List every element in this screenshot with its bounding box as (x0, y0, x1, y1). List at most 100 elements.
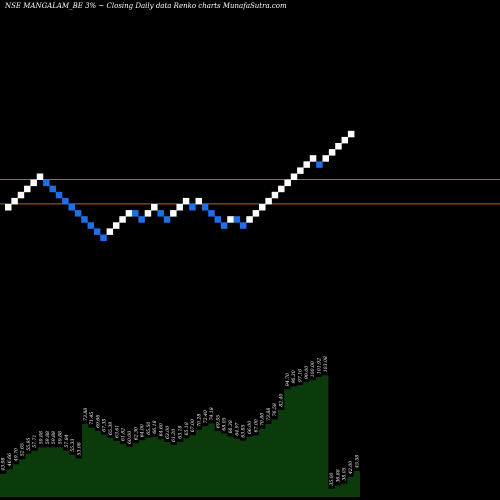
volume-label-8: 59.88 (51, 431, 57, 444)
renko-brick-20 (132, 210, 139, 217)
volume-label-25: 64.60 (159, 423, 165, 436)
renko-brick-30 (195, 197, 202, 205)
volume-label-38: 63.85 (241, 424, 247, 437)
renko-brick-39 (252, 210, 260, 217)
renko-brick-51 (328, 149, 336, 156)
renko-brick-7 (49, 185, 56, 193)
volume-label-10: 57.84 (64, 434, 70, 447)
volume-label-47: 97.16 (297, 369, 303, 382)
volume-area (0, 375, 360, 497)
volume-label-3: 52.65 (20, 443, 26, 456)
renko-brick-52 (335, 143, 342, 150)
renko-brick-32 (208, 210, 215, 217)
volume-label-19: 61.82 (121, 428, 127, 441)
volume-label-31: 70.28 (196, 414, 202, 427)
renko-brick-8 (55, 191, 63, 199)
volume-label-12: 53.08 (76, 442, 82, 455)
renko-brick-27 (176, 204, 183, 211)
renko-brick-17 (112, 222, 120, 229)
renko-brick-35 (227, 216, 234, 223)
renko-brick-36 (233, 216, 241, 223)
reference-lines (0, 179, 500, 205)
renko-brick-31 (201, 204, 209, 211)
volume-label-18: 63.61 (114, 425, 120, 438)
renko-brick-16 (106, 228, 114, 235)
renko-brick-45 (290, 173, 298, 180)
volume-label-2: 49.70 (13, 448, 19, 462)
renko-brick-2 (17, 191, 25, 199)
renko-brick-1 (11, 197, 18, 205)
volume-label-56: 45.58 (354, 455, 360, 469)
volume-area-shape (0, 375, 360, 497)
renko-brick-49 (316, 161, 323, 168)
renko-brick-24 (157, 210, 164, 217)
renko-brick-53 (341, 136, 349, 144)
volume-label-30: 67.00 (190, 419, 196, 432)
renko-brick-9 (62, 197, 69, 205)
volume-label-9: 59.88 (58, 431, 64, 444)
renko-bricks (5, 130, 355, 241)
renko-brick-15 (100, 234, 107, 241)
volume-label-53: 36.88 (335, 469, 341, 482)
renko-brick-54 (347, 130, 355, 138)
volume-label-15: 69.66 (95, 415, 101, 428)
volume-label-34: 69.55 (215, 415, 221, 428)
renko-brick-4 (30, 179, 37, 187)
volume-label-36: 66.38 (228, 420, 234, 433)
volume-label-26: 63.00 (165, 426, 171, 439)
renko-brick-19 (125, 210, 133, 217)
renko-brick-5 (36, 173, 44, 180)
volume-label-24: 66.18 (152, 420, 158, 433)
volume-label-33: 74.18 (209, 407, 215, 420)
volume-label-7: 59.88 (45, 431, 51, 444)
volume-label-1: 46.66 (7, 453, 13, 467)
renko-brick-10 (68, 204, 75, 211)
volume-label-41: 70.80 (260, 413, 266, 426)
volume-label-16: 67.35 (102, 419, 108, 432)
renko-brick-42 (271, 191, 279, 199)
renko-brick-50 (322, 155, 329, 162)
volume-label-13: 73.88 (83, 408, 89, 421)
renko-brick-23 (151, 204, 158, 211)
renko-brick-0 (5, 204, 12, 211)
renko-brick-21 (138, 216, 145, 223)
volume-label-21: 62.30 (133, 427, 139, 440)
renko-brick-33 (214, 216, 222, 223)
renko-brick-25 (163, 216, 171, 223)
volume-label-22: 64.00 (140, 424, 146, 437)
renko-brick-37 (239, 222, 247, 229)
volume-label-55: 42.00 (348, 461, 354, 475)
renko-brick-14 (93, 228, 101, 235)
volume-label-14: 71.45 (89, 412, 95, 425)
renko-brick-29 (189, 204, 196, 211)
volume-label-28: 63.18 (178, 425, 184, 438)
renko-brick-46 (297, 167, 304, 174)
renko-brick-43 (278, 185, 285, 193)
renko-brick-26 (170, 210, 177, 217)
volume-labels: 43.98 46.66 49.70 52.65 55.95 57.71 59.88 59.88… (1, 356, 361, 486)
renko-brick-47 (303, 161, 310, 168)
volume-label-35: 68.05 (222, 417, 228, 430)
volume-label-0: 43.98 (1, 458, 7, 472)
volume-label-46: 96.30 (291, 370, 297, 383)
renko-brick-34 (220, 222, 228, 229)
renko-brick-40 (259, 204, 266, 211)
volume-label-23: 65.50 (146, 422, 152, 435)
volume-label-45: 94.70 (285, 373, 291, 386)
volume-label-40: 67.00 (253, 419, 259, 432)
volume-label-52: 35.00 (329, 472, 335, 485)
renko-brick-41 (265, 197, 272, 205)
volume-label-27: 61.20 (171, 429, 177, 442)
volume-label-49: 100.00 (310, 361, 316, 377)
renko-brick-11 (74, 210, 82, 217)
volume-label-6: 59.88 (39, 431, 45, 444)
renko-brick-22 (144, 210, 152, 217)
renko-brick-18 (119, 216, 126, 223)
renko-brick-3 (24, 185, 31, 193)
volume-label-4: 55.95 (26, 438, 32, 451)
volume-label-44: 82.40 (279, 394, 285, 407)
volume-label-42: 73.88 (266, 408, 272, 421)
volume-label-5: 57.71 (32, 435, 38, 448)
volume-label-37: 64.97 (234, 422, 240, 435)
